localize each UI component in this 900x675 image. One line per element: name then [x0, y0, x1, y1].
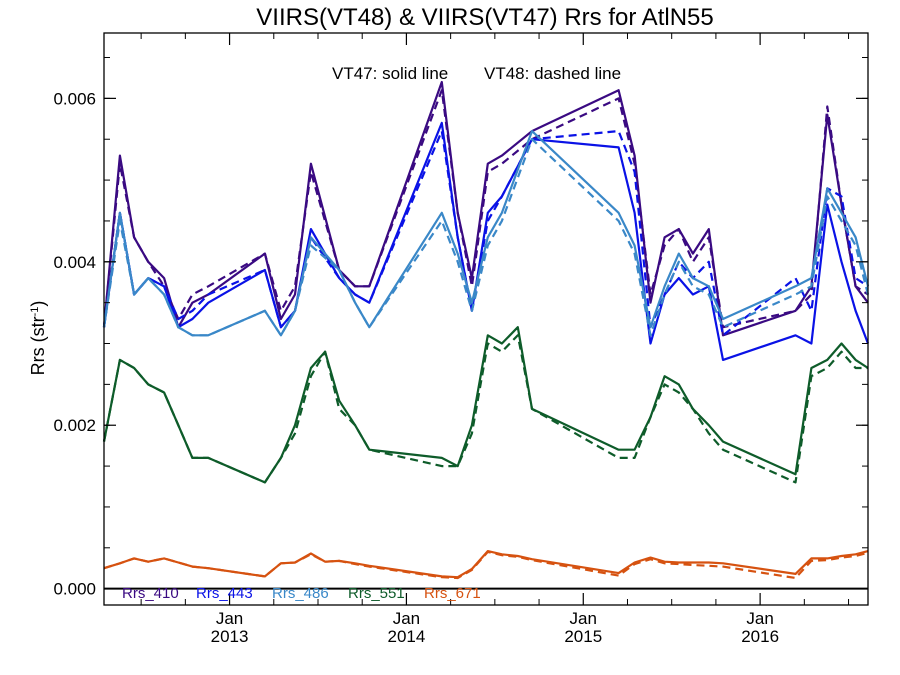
x-tick-label-year: 2015 [564, 627, 602, 646]
legend: Rrs_410 Rrs_443 Rrs_486 Rrs_551 Rrs_671 [122, 585, 481, 602]
series-rrs-486-dashed [102, 138, 870, 337]
annotation-solid: VT47: solid line [332, 64, 448, 83]
plot-frame [103, 32, 869, 606]
y-axis-label-close: ) [28, 301, 48, 307]
y-tick-label: 0.002 [53, 416, 96, 435]
x-tick-label-month: Jan [216, 609, 243, 628]
x-tick-label-year: 2014 [388, 627, 426, 646]
y-axis-label-main: Rrs (str [28, 316, 48, 375]
series-rrs-443-dashed [102, 130, 869, 337]
y-tick-label: 0.000 [53, 580, 96, 599]
y-axis-label-exponent: -1 [29, 307, 41, 317]
x-tick-label-month: Jan [570, 609, 597, 628]
legend-entry-rrs-410: Rrs_410 [122, 585, 179, 602]
y-tick-label: 0.006 [53, 89, 96, 108]
legend-entry-rrs-551: Rrs_551 [348, 585, 405, 602]
annotation-dashed: VT48: dashed line [484, 64, 621, 83]
y-axis-label: Rrs (str-1) [28, 301, 48, 376]
series-rrs-410-dashed [102, 89, 869, 329]
x-tick-label-month: Jan [393, 609, 420, 628]
x-tick-label-month: Jan [746, 609, 773, 628]
legend-entry-rrs-486: Rrs_486 [272, 585, 329, 602]
chart-title: VIIRS(VT48) & VIIRS(VT47) Rrs for AtlN55 [256, 4, 714, 31]
legend-entry-rrs-443: Rrs_443 [196, 585, 253, 602]
y-tick-label: 0.004 [53, 253, 96, 272]
x-tick-label-year: 2016 [741, 627, 779, 646]
series-rrs-410-solid [102, 80, 869, 337]
x-tick-label-year: 2013 [211, 627, 249, 646]
series-rrs-671-dashed [103, 550, 869, 580]
series-rrs-551-dashed [102, 334, 868, 484]
legend-entry-rrs-671: Rrs_671 [424, 585, 481, 602]
